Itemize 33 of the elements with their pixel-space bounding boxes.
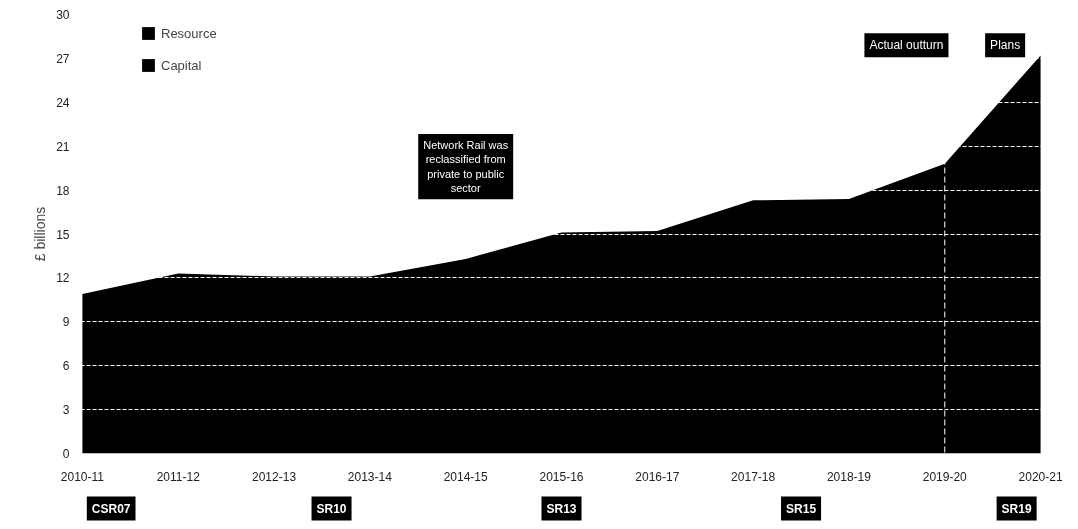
x-tick-label: 2011-12: [156, 469, 201, 484]
y-tick-label: 18: [56, 183, 70, 198]
text: SR13: [546, 501, 577, 516]
y-tick-label: 30: [56, 8, 70, 22]
y-tick-label: 9: [62, 315, 70, 330]
x-tick-label: 2012-13: [252, 469, 297, 484]
text: SR19: [1001, 501, 1032, 516]
legend-label: Capital: [161, 57, 202, 73]
annotation: Actual outturn: [869, 38, 944, 53]
y-tick-label: 12: [56, 271, 70, 286]
annotation: Plans: [990, 38, 1021, 53]
x-tick-label: 2016-17: [635, 469, 680, 484]
text: SR15: [786, 501, 817, 516]
y-axis-title: £ billions: [32, 206, 49, 262]
y-tick-label: 3: [62, 403, 70, 418]
y-tick-label: 0: [62, 447, 70, 461]
y-tick-label: 21: [56, 139, 70, 154]
y-tick-label: 6: [62, 359, 70, 374]
y-tick-label: 27: [56, 51, 70, 66]
y-tick-label: 24: [56, 95, 70, 110]
legend-label: Resource: [161, 25, 217, 41]
x-tick-label: 2017-18: [731, 469, 776, 484]
x-tick-label: 2013-14: [347, 469, 393, 484]
y-tick-label: 15: [56, 227, 70, 242]
x-tick-label: 2020-21: [1018, 469, 1063, 484]
text: SR10: [316, 501, 347, 516]
x-tick-label: 2010-11: [60, 469, 105, 484]
x-tick-label: 2015-16: [539, 469, 584, 484]
annotation: Network Rail was reclassified from private to public sector: [423, 139, 509, 195]
x-tick-label: 2014-15: [443, 469, 489, 484]
x-tick-label: 2019-20: [922, 469, 968, 484]
text: CSR07: [91, 501, 131, 516]
x-tick-label: 2018-19: [826, 469, 872, 484]
